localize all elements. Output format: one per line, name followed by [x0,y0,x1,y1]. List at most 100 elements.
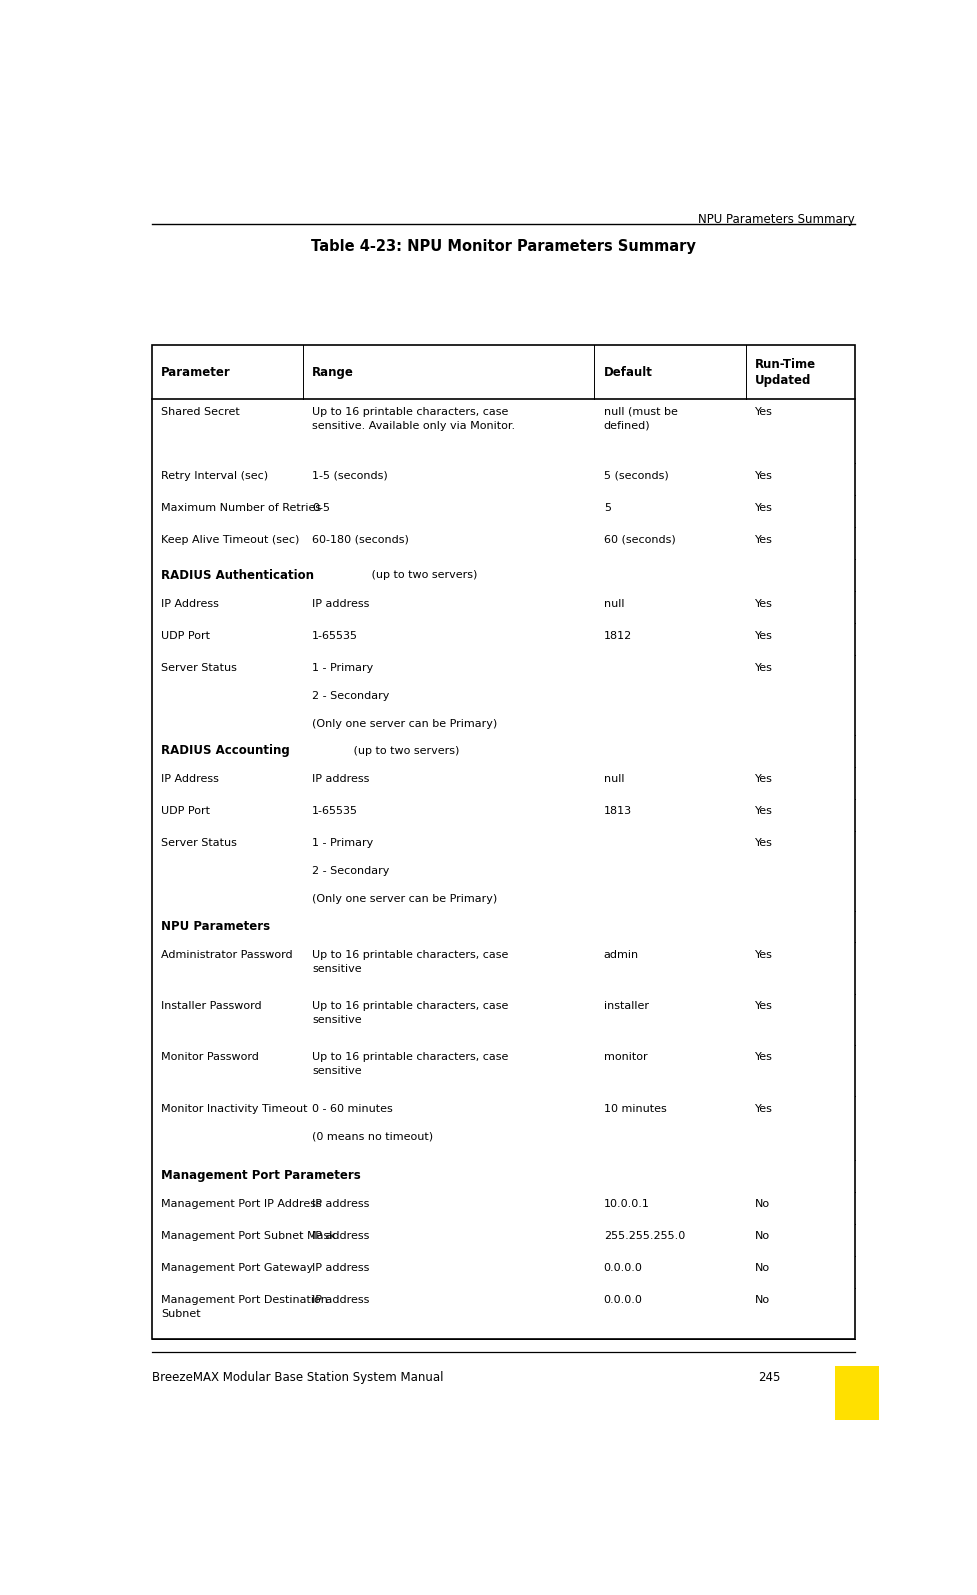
Text: IP address: IP address [312,1263,369,1273]
Bar [151,994,855,1045]
Text: UDP Port: UDP Port [161,807,210,817]
Text: (up to two servers): (up to two servers) [368,569,478,581]
Text: 1-5 (seconds): 1-5 (seconds) [312,471,388,482]
Text: Up to 16 printable characters, case
sensitive: Up to 16 printable characters, case sens… [312,951,508,975]
Text: Yes: Yes [755,471,773,482]
Text: Management Port Gateway: Management Port Gateway [161,1263,313,1273]
Text: RADIUS Accounting: RADIUS Accounting [161,745,289,758]
Bar [151,463,855,494]
Text: 1812: 1812 [604,630,632,641]
Bar [151,592,855,624]
Text: Monitor Password: Monitor Password [161,1053,259,1062]
Text: Yes: Yes [755,630,773,641]
Bar [151,656,855,735]
Bar [151,911,855,943]
Text: Keep Alive Timeout (sec): Keep Alive Timeout (sec) [161,534,299,545]
Text: Retry Interval (sec): Retry Interval (sec) [161,471,268,482]
Bar [151,346,855,1338]
Bar [151,624,855,656]
Text: null (must be
defined): null (must be defined) [604,407,678,431]
Bar [151,943,855,994]
Text: No: No [755,1263,770,1273]
Bar [151,735,855,767]
Text: Shared Secret: Shared Secret [161,407,239,416]
Bar [151,526,855,560]
Text: Yes: Yes [755,407,773,416]
Text: monitor: monitor [604,1053,648,1062]
Text: Table 4-23: NPU Monitor Parameters Summary: Table 4-23: NPU Monitor Parameters Summa… [311,239,696,254]
Text: IP Address: IP Address [161,598,219,609]
Text: Up to 16 printable characters, case
sensitive. Available only via Monitor.: Up to 16 printable characters, case sens… [312,407,515,431]
Text: admin: admin [604,951,639,960]
Text: 0.0.0.0: 0.0.0.0 [604,1263,643,1273]
Bar [151,1287,855,1338]
Text: IP address: IP address [312,1231,369,1241]
Text: 10.0.0.1: 10.0.0.1 [604,1199,650,1209]
Bar [151,799,855,831]
Text: Yes: Yes [755,502,773,514]
Text: IP address: IP address [312,598,369,609]
Text: (up to two servers): (up to two servers) [350,746,459,756]
Text: Installer Password: Installer Password [161,1002,262,1011]
Text: Yes: Yes [755,951,773,960]
Text: 0 - 60 minutes

(0 means no timeout): 0 - 60 minutes (0 means no timeout) [312,1104,433,1142]
Bar [151,399,855,463]
Text: Yes: Yes [755,1104,773,1113]
Text: 1 - Primary

2 - Secondary

(Only one server can be Primary): 1 - Primary 2 - Secondary (Only one serv… [312,662,497,729]
Text: 1813: 1813 [604,807,632,817]
Text: No: No [755,1231,770,1241]
Text: Server Status: Server Status [161,662,236,673]
Text: Yes: Yes [755,1053,773,1062]
Text: Yes: Yes [755,534,773,545]
Text: 5 (seconds): 5 (seconds) [604,471,668,482]
Text: Yes: Yes [755,775,773,785]
Text: IP address: IP address [312,1295,369,1305]
Text: Yes: Yes [755,662,773,673]
Text: Server Status: Server Status [161,839,236,849]
Text: Management Port Subnet Mask: Management Port Subnet Mask [161,1231,336,1241]
Text: Management Port IP Address: Management Port IP Address [161,1199,321,1209]
Text: 5: 5 [604,502,611,514]
Bar [835,1365,881,1420]
Text: BreezeMAX Modular Base Station System Manual: BreezeMAX Modular Base Station System Ma… [151,1370,444,1384]
Bar [151,560,855,592]
Bar [151,494,855,526]
Text: 1 - Primary

2 - Secondary

(Only one server can be Primary): 1 - Primary 2 - Secondary (Only one serv… [312,839,497,904]
Text: IP Address: IP Address [161,775,219,785]
Text: Monitor Inactivity Timeout: Monitor Inactivity Timeout [161,1104,308,1113]
Text: installer: installer [604,1002,649,1011]
Text: 245: 245 [757,1370,780,1384]
Text: Range: Range [312,365,354,380]
Text: 255.255.255.0: 255.255.255.0 [604,1231,685,1241]
Text: 0-5: 0-5 [312,502,330,514]
Text: Yes: Yes [755,807,773,817]
Text: Management Port Parameters: Management Port Parameters [161,1169,361,1182]
Text: Up to 16 printable characters, case
sensitive: Up to 16 printable characters, case sens… [312,1002,508,1026]
Text: null: null [604,598,624,609]
Bar [151,1255,855,1287]
Bar [151,767,855,799]
Text: Yes: Yes [755,1002,773,1011]
Bar [151,1191,855,1223]
Text: 60-180 (seconds): 60-180 (seconds) [312,534,409,545]
Text: NPU Parameters: NPU Parameters [161,920,270,933]
Bar [151,346,855,399]
Bar [151,1045,855,1096]
Text: IP address: IP address [312,1199,369,1209]
Text: RADIUS Authentication: RADIUS Authentication [161,568,314,582]
Text: Default: Default [604,365,653,380]
Text: 10 minutes: 10 minutes [604,1104,666,1113]
Bar [151,831,855,911]
Bar [151,1223,855,1255]
Text: Management Port Destination
Subnet: Management Port Destination Subnet [161,1295,327,1319]
Text: IP address: IP address [312,775,369,785]
Text: 60 (seconds): 60 (seconds) [604,534,675,545]
Text: 1-65535: 1-65535 [312,630,358,641]
Text: Parameter: Parameter [161,365,231,380]
Text: Administrator Password: Administrator Password [161,951,292,960]
Bar [151,1160,855,1191]
Text: Yes: Yes [755,839,773,849]
Text: 1-65535: 1-65535 [312,807,358,817]
Text: No: No [755,1295,770,1305]
Text: null: null [604,775,624,785]
